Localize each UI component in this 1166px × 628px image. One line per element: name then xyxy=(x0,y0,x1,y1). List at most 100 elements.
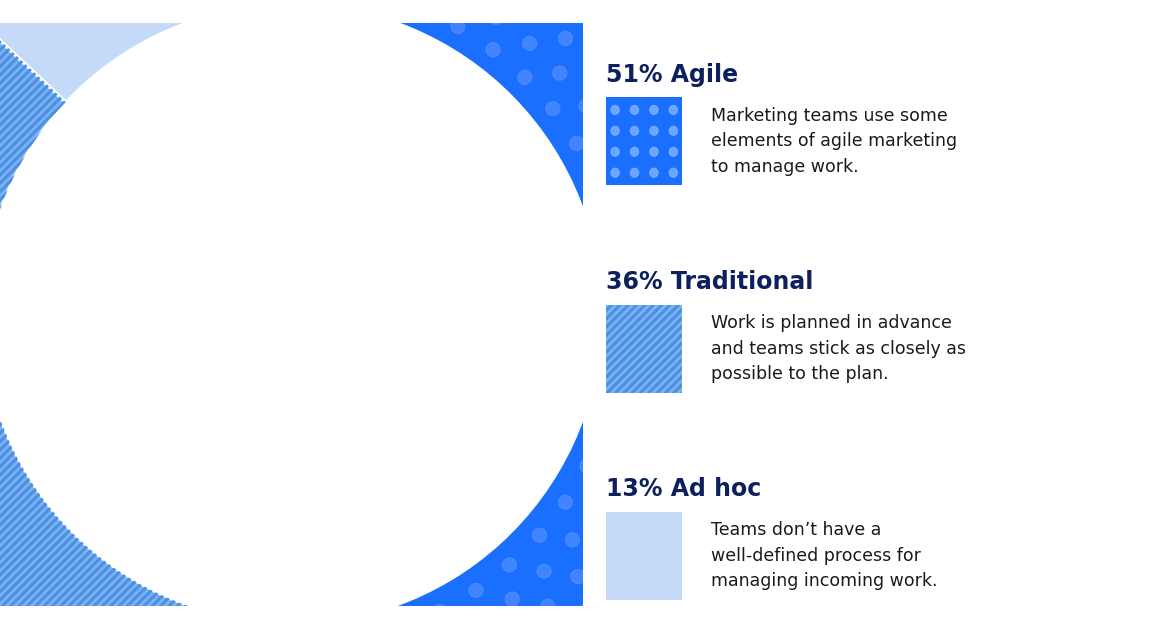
Circle shape xyxy=(611,126,619,135)
Circle shape xyxy=(576,605,590,619)
Wedge shape xyxy=(259,0,805,628)
Circle shape xyxy=(541,599,555,614)
Circle shape xyxy=(670,465,684,479)
Text: 51% Agile: 51% Agile xyxy=(606,63,738,87)
Circle shape xyxy=(638,381,652,395)
Circle shape xyxy=(518,70,532,84)
Circle shape xyxy=(553,66,567,80)
Circle shape xyxy=(700,467,714,481)
Circle shape xyxy=(533,528,547,543)
Text: Work is planned in advance
and teams stick as closely as
possible to the plan.: Work is planned in advance and teams sti… xyxy=(711,314,967,383)
Circle shape xyxy=(669,126,677,135)
Circle shape xyxy=(764,158,778,172)
Circle shape xyxy=(654,58,668,72)
Circle shape xyxy=(638,578,652,592)
Circle shape xyxy=(781,239,795,253)
Circle shape xyxy=(527,3,541,17)
Circle shape xyxy=(728,342,742,356)
Circle shape xyxy=(714,426,728,440)
Circle shape xyxy=(757,280,771,294)
Circle shape xyxy=(688,9,702,23)
Circle shape xyxy=(758,322,772,336)
Circle shape xyxy=(559,495,573,509)
Circle shape xyxy=(538,564,552,578)
Circle shape xyxy=(586,63,600,77)
Text: 13% Ad hoc: 13% Ad hoc xyxy=(606,477,761,501)
Circle shape xyxy=(616,338,630,352)
Circle shape xyxy=(611,148,619,156)
Circle shape xyxy=(603,214,617,227)
FancyBboxPatch shape xyxy=(606,97,682,185)
Circle shape xyxy=(546,102,560,116)
Circle shape xyxy=(753,486,767,500)
Circle shape xyxy=(785,281,799,295)
Circle shape xyxy=(661,543,675,557)
Circle shape xyxy=(593,28,607,41)
Circle shape xyxy=(654,12,668,26)
Circle shape xyxy=(691,214,705,229)
Circle shape xyxy=(745,198,759,212)
Circle shape xyxy=(631,106,639,114)
Circle shape xyxy=(503,558,517,572)
Circle shape xyxy=(737,445,751,459)
Circle shape xyxy=(631,168,639,177)
Circle shape xyxy=(635,625,649,628)
Circle shape xyxy=(754,364,768,377)
Circle shape xyxy=(701,82,715,95)
Circle shape xyxy=(611,106,619,114)
FancyBboxPatch shape xyxy=(606,305,682,392)
Circle shape xyxy=(599,0,613,6)
Wedge shape xyxy=(0,0,272,628)
Circle shape xyxy=(505,592,519,606)
Circle shape xyxy=(676,95,690,109)
Circle shape xyxy=(786,323,800,337)
Circle shape xyxy=(589,174,603,188)
Circle shape xyxy=(730,300,744,313)
Circle shape xyxy=(666,382,680,396)
Circle shape xyxy=(507,625,521,628)
Circle shape xyxy=(590,499,604,512)
FancyBboxPatch shape xyxy=(606,512,682,600)
Circle shape xyxy=(655,424,669,438)
Circle shape xyxy=(649,106,658,114)
Circle shape xyxy=(598,537,612,551)
Circle shape xyxy=(747,404,761,418)
Circle shape xyxy=(717,561,731,575)
Circle shape xyxy=(723,484,737,498)
Circle shape xyxy=(433,605,447,619)
Circle shape xyxy=(672,340,686,354)
Circle shape xyxy=(709,173,723,188)
Circle shape xyxy=(563,0,577,11)
Circle shape xyxy=(633,134,647,148)
Circle shape xyxy=(719,215,733,229)
Circle shape xyxy=(640,463,654,477)
Circle shape xyxy=(522,36,536,50)
Circle shape xyxy=(649,168,658,177)
Circle shape xyxy=(0,5,600,623)
Circle shape xyxy=(641,255,655,269)
Circle shape xyxy=(777,406,791,420)
Circle shape xyxy=(631,126,639,135)
Circle shape xyxy=(626,422,640,436)
Circle shape xyxy=(394,621,408,628)
Circle shape xyxy=(684,425,698,439)
Circle shape xyxy=(733,158,747,172)
Circle shape xyxy=(649,173,663,187)
Circle shape xyxy=(698,256,712,270)
Circle shape xyxy=(645,297,659,311)
Circle shape xyxy=(682,506,696,520)
Circle shape xyxy=(782,364,796,379)
Circle shape xyxy=(611,168,619,177)
Circle shape xyxy=(469,583,483,597)
Circle shape xyxy=(630,540,644,554)
Circle shape xyxy=(723,385,737,399)
Circle shape xyxy=(559,31,573,45)
Circle shape xyxy=(570,136,584,150)
Circle shape xyxy=(701,299,715,313)
Circle shape xyxy=(694,384,708,398)
Circle shape xyxy=(726,257,740,271)
Circle shape xyxy=(571,570,585,583)
Circle shape xyxy=(679,46,693,60)
Circle shape xyxy=(628,24,642,38)
Circle shape xyxy=(604,574,618,588)
